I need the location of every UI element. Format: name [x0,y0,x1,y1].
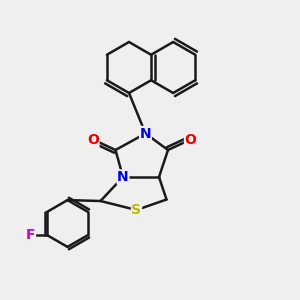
Text: O: O [184,133,196,146]
Text: N: N [117,170,129,184]
Text: F: F [26,228,35,242]
Text: O: O [87,133,99,146]
Text: N: N [140,127,151,140]
Text: S: S [131,203,142,217]
